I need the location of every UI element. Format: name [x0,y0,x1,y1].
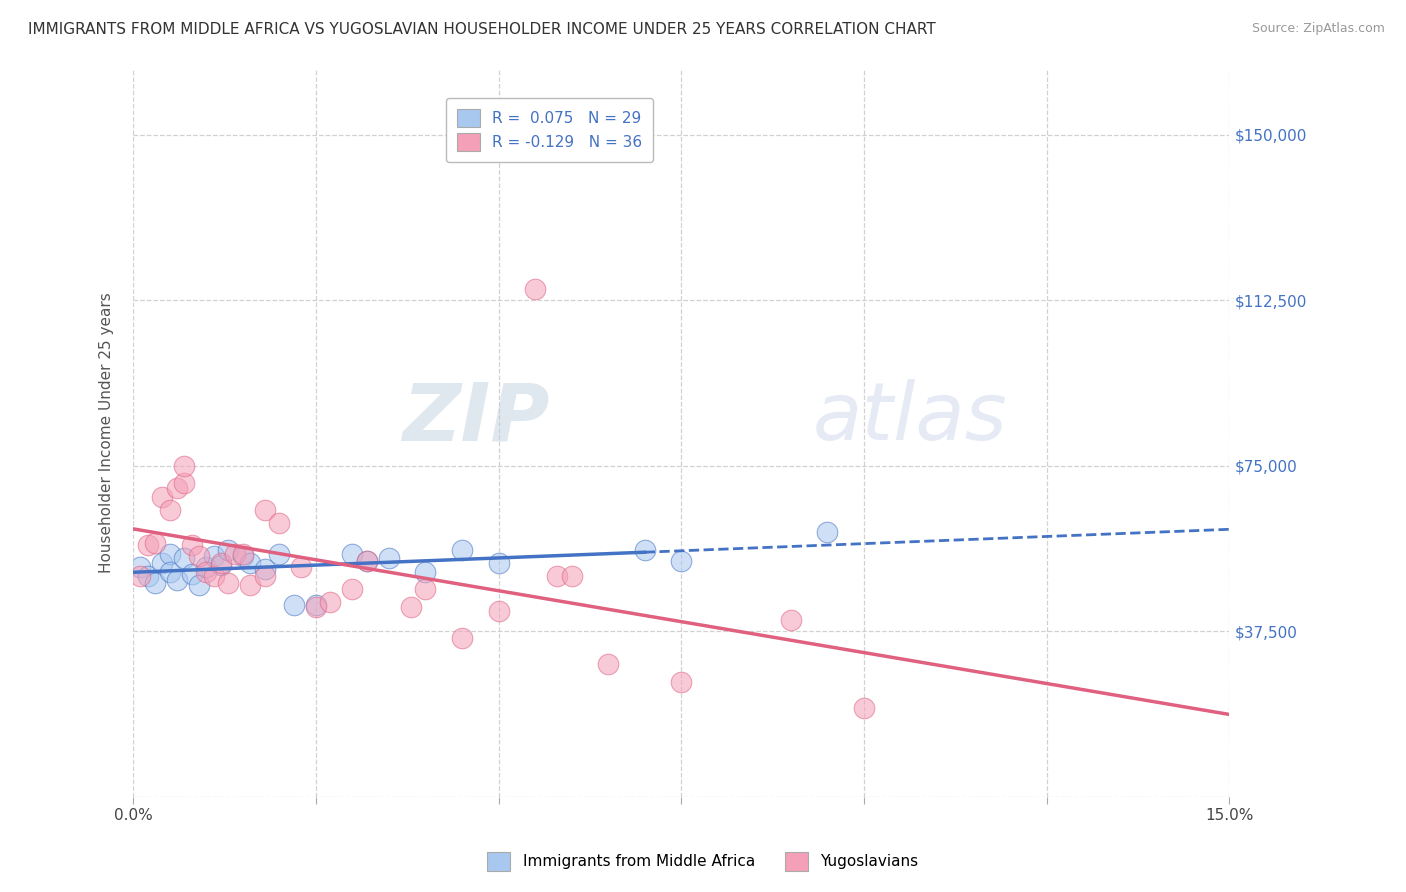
Point [159,503,181,517]
Point [290,560,312,574]
Point [187,578,209,592]
Point [253,562,276,576]
Point [415,565,437,579]
Text: IMMIGRANTS FROM MIDDLE AFRICA VS YUGOSLAVIAN HOUSEHOLDER INCOME UNDER 25 YEARS C: IMMIGRANTS FROM MIDDLE AFRICA VS YUGOSLA… [28,22,936,37]
Point [166,574,188,588]
Legend: Immigrants from Middle Africa, Yugoslavians: Immigrants from Middle Africa, Yugoslavi… [478,843,928,880]
Point [159,565,181,579]
Point [634,542,657,557]
Point [217,542,239,557]
Point [202,569,225,583]
Point [224,547,246,561]
Point [546,569,568,583]
Point [173,458,195,473]
Point [136,538,159,552]
Text: Source: ZipAtlas.com: Source: ZipAtlas.com [1251,22,1385,36]
Y-axis label: Householder Income Under 25 years: Householder Income Under 25 years [100,293,114,573]
Point [150,490,173,504]
Point [239,556,262,570]
Point [187,549,209,564]
Point [136,569,159,583]
Point [598,657,620,672]
Point [524,282,547,296]
Point [195,560,218,574]
Point [217,575,239,590]
Point [319,595,342,609]
Point [173,551,195,566]
Point [195,565,218,579]
Point [415,582,437,597]
Point [209,556,232,570]
Legend: R =  0.075   N = 29, R = -0.129   N = 36: R = 0.075 N = 29, R = -0.129 N = 36 [446,98,652,162]
Point [232,549,254,564]
Point [815,524,838,539]
Point [671,553,693,567]
Point [269,516,291,530]
Point [166,481,188,495]
Point [342,547,364,561]
Point [305,598,328,612]
Point [180,538,202,552]
Point [129,560,152,574]
Text: atlas: atlas [813,379,1008,457]
Point [451,542,474,557]
Point [232,547,254,561]
Point [780,613,803,627]
Point [305,599,328,614]
Point [150,556,173,570]
Point [129,569,152,583]
Point [451,631,474,645]
Point [852,701,875,715]
Point [253,503,276,517]
Point [143,575,166,590]
Point [356,553,378,567]
Point [269,547,291,561]
Text: ZIP: ZIP [402,379,550,457]
Point [488,556,510,570]
Point [253,569,276,583]
Point [356,553,378,567]
Point [173,476,195,491]
Point [209,558,232,572]
Point [342,582,364,597]
Point [399,599,422,614]
Point [180,566,202,581]
Point [239,578,262,592]
Point [202,549,225,564]
Point [488,604,510,618]
Point [671,675,693,690]
Point [159,547,181,561]
Point [143,536,166,550]
Point [561,569,583,583]
Point [283,598,305,612]
Point [378,551,401,566]
